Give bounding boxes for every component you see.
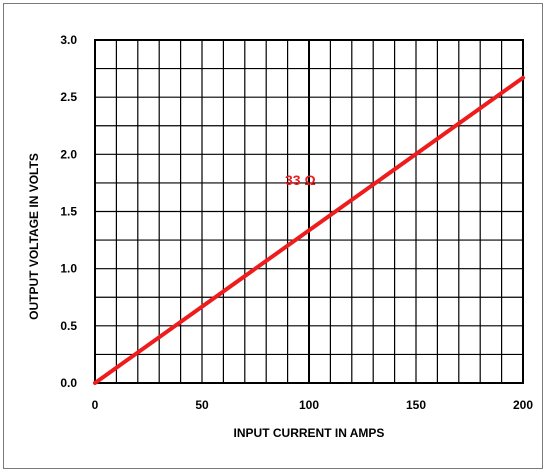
series-label-33-ohm: 33 Ω	[285, 172, 316, 188]
grid	[94, 39, 524, 384]
tick-labels: 0 50 100 150 200 0.0 0.5 1.0 1.5 2.0 2.5 3.0	[60, 33, 533, 412]
x-axis-title: INPUT CURRENT IN AMPS	[234, 426, 385, 440]
plot-border	[94, 39, 524, 384]
x-tick-label: 0	[92, 398, 99, 412]
x-tick-label: 50	[195, 398, 209, 412]
x-tick-label: 100	[299, 398, 319, 412]
y-tick-label: 1.5	[60, 205, 77, 219]
y-tick-label: 2.0	[60, 147, 77, 161]
y-tick-label: 0.0	[60, 376, 77, 390]
x-tick-label: 200	[513, 398, 533, 412]
x-tick-label: 150	[406, 398, 426, 412]
y-tick-label: 0.5	[60, 319, 77, 333]
y-tick-label: 3.0	[60, 33, 77, 47]
y-tick-label: 2.5	[60, 90, 77, 104]
chart-frame: 0 50 100 150 200 0.0 0.5 1.0 1.5 2.0 2.5 3.0 INPUT …	[3, 3, 543, 469]
y-axis-title: OUTPUT VOLTAGE IN VOLTS	[27, 153, 41, 320]
series-layer	[93, 75, 525, 385]
y-tick-label: 1.0	[60, 262, 77, 276]
line-chart: 0 50 100 150 200 0.0 0.5 1.0 1.5 2.0 2.5 3.0 INPUT …	[27, 33, 533, 440]
series-line-0	[93, 75, 525, 385]
